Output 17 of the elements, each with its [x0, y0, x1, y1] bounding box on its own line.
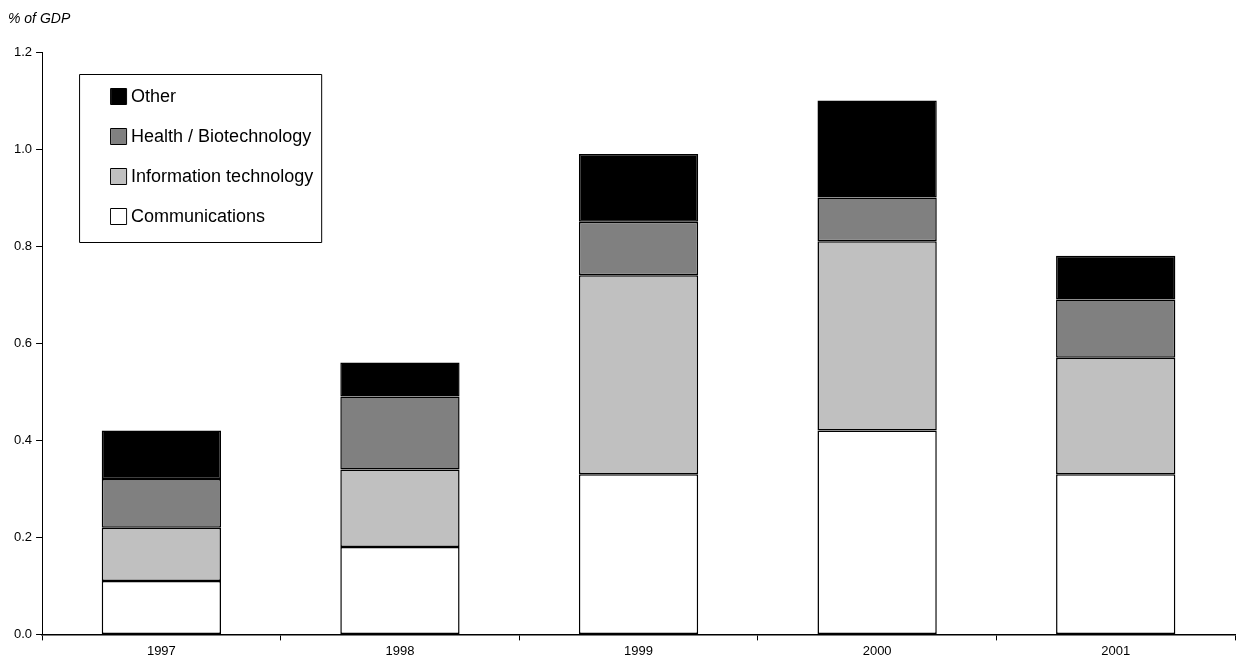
y-tick-label: 0.8 [13, 237, 33, 253]
y-tick-label: 0.2 [13, 528, 33, 544]
x-tick-label: 2001 [1101, 642, 1131, 658]
legend-label: Other [131, 85, 177, 106]
legend-label: Communications [131, 205, 266, 226]
x-tick-label: 1997 [146, 642, 176, 658]
y-tick-label: 0.4 [13, 431, 33, 447]
x-tick-label: 2000 [862, 642, 892, 658]
y-axis-title: % of GDP [8, 10, 71, 26]
y-tick-label: 0.6 [13, 334, 33, 350]
y-tick-label: 0.0 [13, 625, 33, 641]
y-tick-label: 1.0 [13, 140, 33, 156]
legend-label: Information technology [131, 165, 314, 186]
legend-label: Health / Biotechnology [131, 125, 312, 146]
x-tick-label: 1999 [624, 642, 653, 658]
y-tick-label: 1.2 [13, 43, 33, 59]
x-tick-label: 1998 [385, 642, 415, 658]
